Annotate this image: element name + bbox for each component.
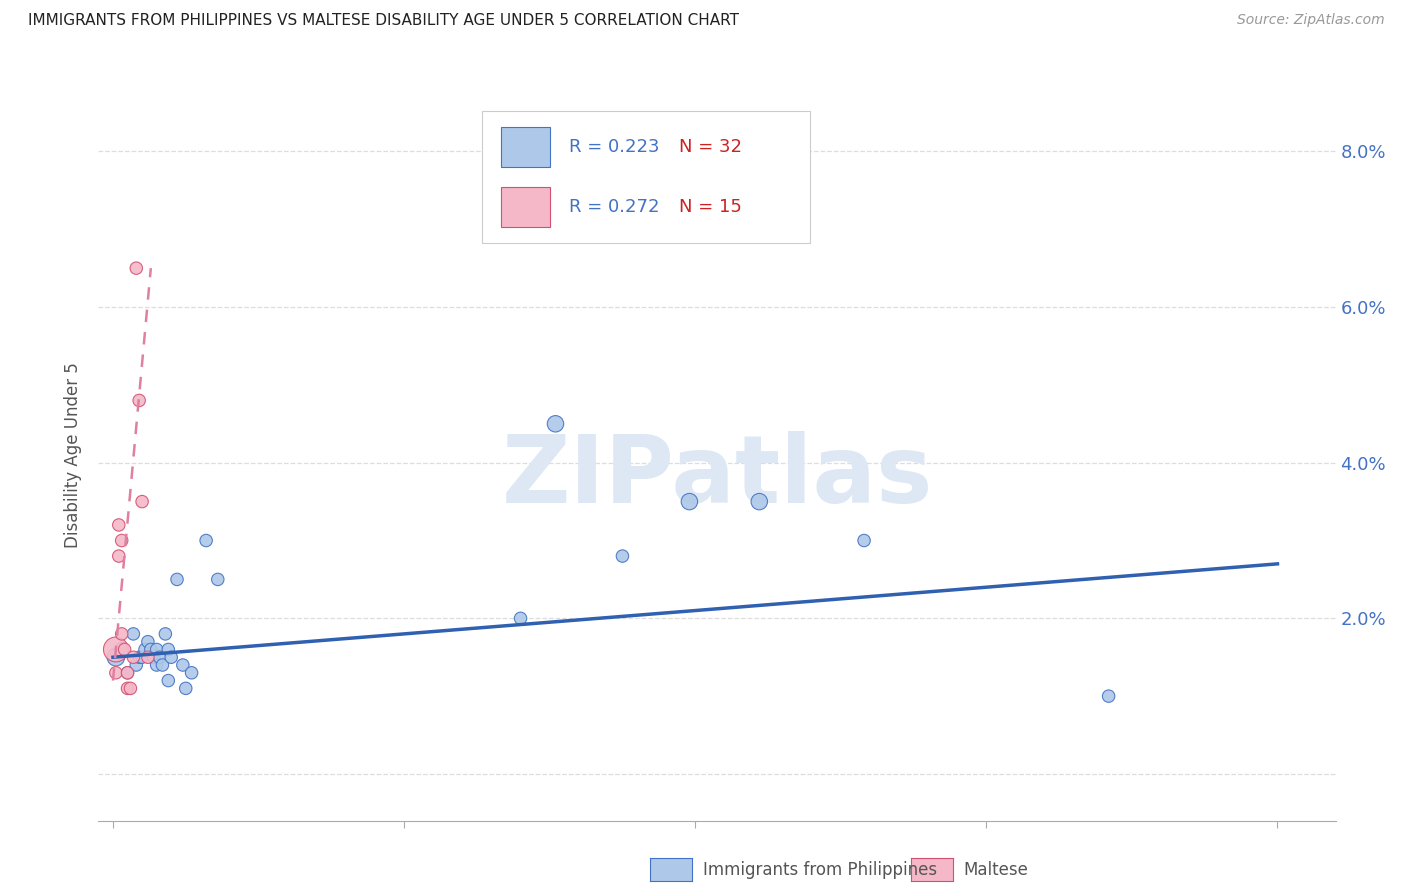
Point <box>117 681 139 696</box>
Text: IMMIGRANTS FROM PHILIPPINES VS MALTESE DISABILITY AGE UNDER 5 CORRELATION CHART: IMMIGRANTS FROM PHILIPPINES VS MALTESE D… <box>28 13 740 29</box>
Text: ZIPatlas: ZIPatlas <box>502 431 932 523</box>
Point <box>120 681 142 696</box>
Point <box>125 658 148 673</box>
Point <box>125 261 148 276</box>
Point <box>107 549 129 563</box>
Point <box>104 665 127 680</box>
Text: N = 32: N = 32 <box>679 137 742 156</box>
Point <box>157 642 180 657</box>
Point <box>131 494 153 508</box>
Point <box>155 627 177 641</box>
Text: Immigrants from Philippines: Immigrants from Philippines <box>703 861 938 879</box>
Point <box>612 549 634 563</box>
Point <box>160 650 183 665</box>
Point <box>1097 689 1119 703</box>
FancyBboxPatch shape <box>501 127 550 167</box>
Point <box>117 665 139 680</box>
Point <box>128 650 150 665</box>
Point <box>148 650 170 665</box>
Point <box>157 673 180 688</box>
Text: R = 0.223: R = 0.223 <box>568 137 659 156</box>
Point <box>111 627 134 641</box>
Y-axis label: Disability Age Under 5: Disability Age Under 5 <box>65 362 83 548</box>
Point <box>509 611 531 625</box>
Point <box>122 627 145 641</box>
Point <box>174 681 197 696</box>
Point <box>195 533 218 548</box>
Point <box>166 573 188 587</box>
Point <box>145 642 167 657</box>
Point <box>748 494 770 508</box>
Point <box>853 533 876 548</box>
Point <box>131 650 153 665</box>
Point <box>117 665 139 680</box>
Point <box>139 642 162 657</box>
Point <box>544 417 567 431</box>
Point <box>128 393 150 408</box>
Point <box>104 650 127 665</box>
Point <box>180 665 202 680</box>
Point <box>104 642 127 657</box>
Point <box>136 634 159 648</box>
Point <box>145 658 167 673</box>
Point <box>172 658 194 673</box>
Text: N = 15: N = 15 <box>679 198 741 216</box>
Point <box>207 573 229 587</box>
Point <box>678 494 700 508</box>
Point <box>152 658 174 673</box>
Point <box>114 642 136 657</box>
Point <box>111 642 134 657</box>
Point <box>134 642 156 657</box>
Text: Source: ZipAtlas.com: Source: ZipAtlas.com <box>1237 13 1385 28</box>
Point <box>142 650 165 665</box>
Point <box>136 650 159 665</box>
FancyBboxPatch shape <box>501 187 550 227</box>
Text: R = 0.272: R = 0.272 <box>568 198 659 216</box>
Text: Maltese: Maltese <box>963 861 1028 879</box>
Point <box>122 650 145 665</box>
Point <box>111 533 134 548</box>
Point <box>107 518 129 533</box>
FancyBboxPatch shape <box>482 112 810 243</box>
